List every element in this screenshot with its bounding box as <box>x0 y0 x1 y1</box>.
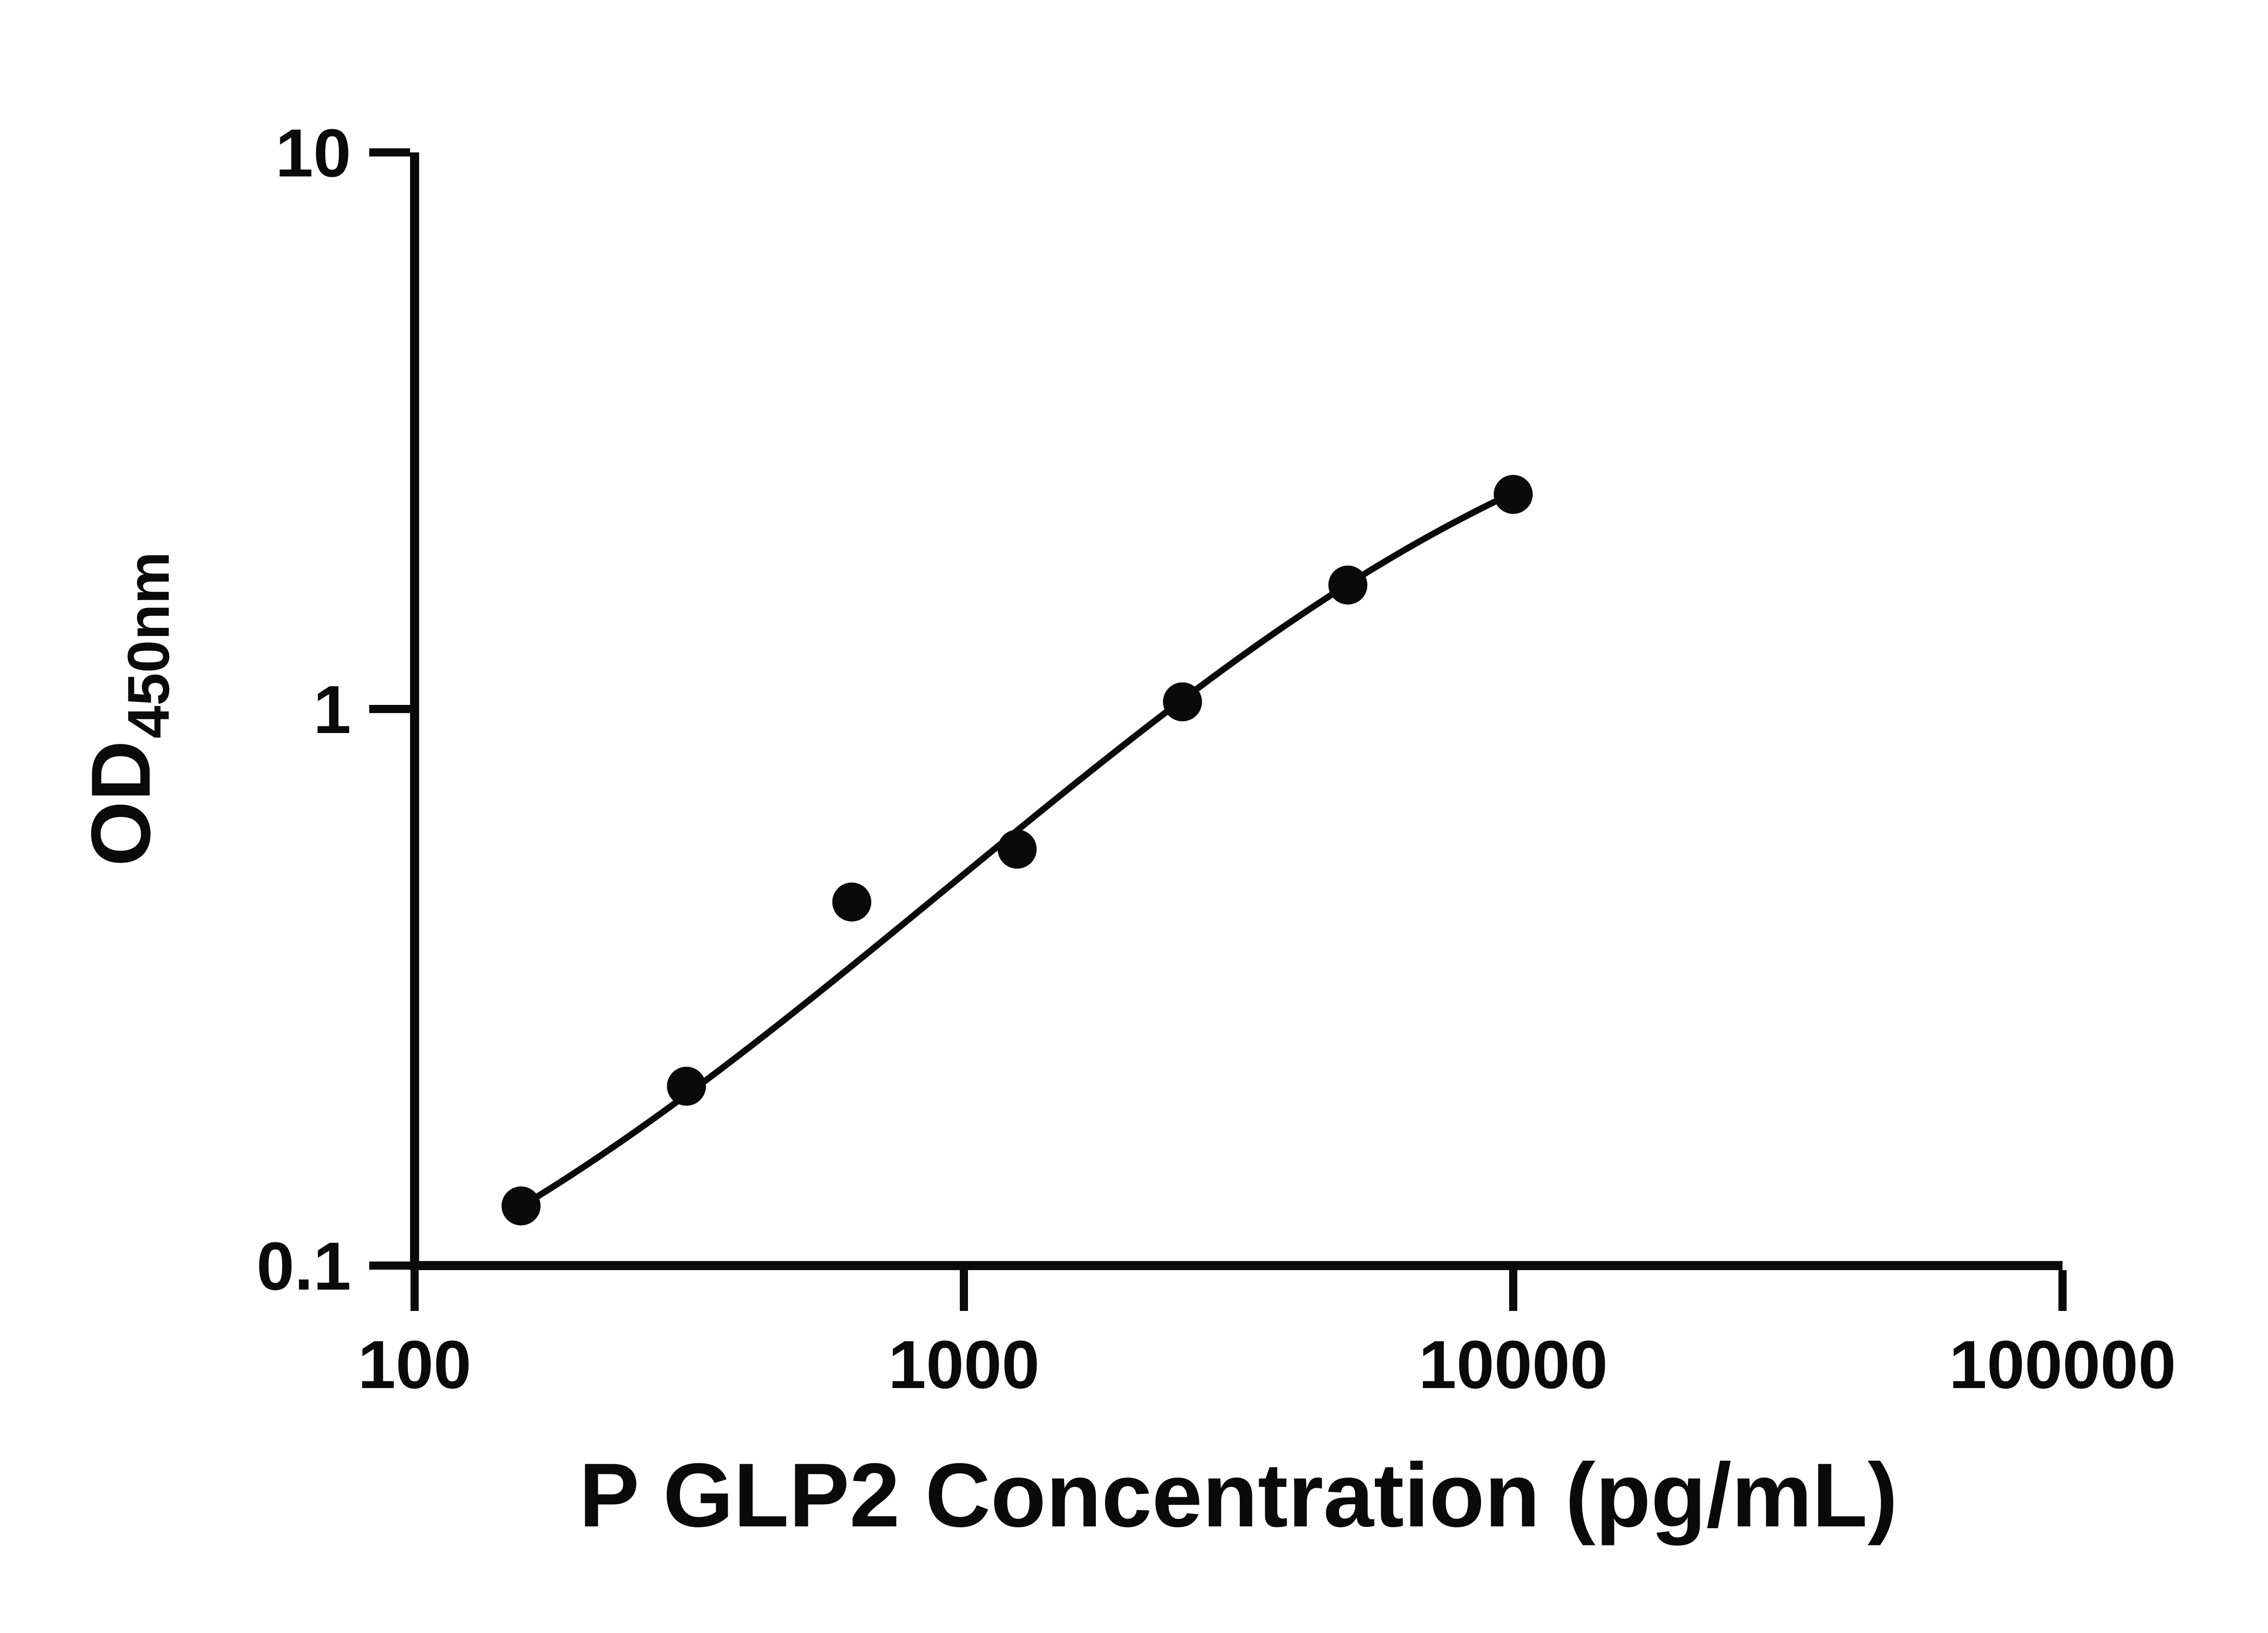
data-point <box>667 1066 706 1106</box>
y-tick-label: 1 <box>313 671 351 748</box>
data-point <box>1328 565 1368 605</box>
y-axis-title: OD 450nm <box>74 552 181 866</box>
axes <box>410 152 2063 1270</box>
x-tick-label: 1000 <box>888 1326 1040 1403</box>
tick-labels: 100 1000 10000 100000 10 1 0.1 <box>256 115 2176 1403</box>
y-tick-label: 10 <box>275 115 351 191</box>
data-point <box>832 882 871 922</box>
x-tick-label: 100000 <box>1949 1326 2176 1403</box>
x-tick-label: 100 <box>358 1326 471 1403</box>
data-points <box>501 474 1533 1226</box>
y-axis-title-subscript: 450nm <box>115 552 181 738</box>
x-axis-title: P GLP2 Concentration (pg/mL) <box>579 1445 1898 1546</box>
data-point <box>1163 682 1202 722</box>
data-point <box>1494 474 1533 514</box>
tick-marks <box>369 148 2067 1311</box>
x-tick-label: 10000 <box>1418 1326 1608 1403</box>
data-point <box>997 830 1037 869</box>
y-tick-label: 0.1 <box>256 1228 351 1304</box>
data-point <box>501 1186 541 1226</box>
y-axis-title-main: OD <box>74 740 168 866</box>
